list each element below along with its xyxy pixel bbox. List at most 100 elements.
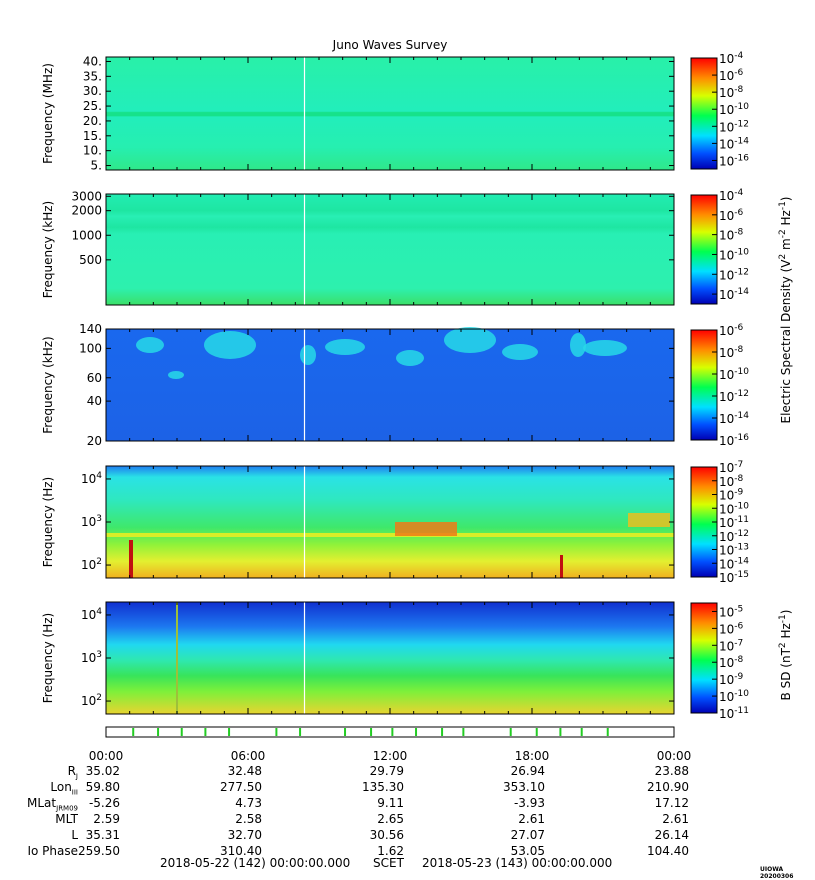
colorbar-tick-label-base: 10 [719, 154, 734, 168]
chart-title: Juno Waves Survey [332, 38, 448, 52]
y-tick-label: 100 [79, 341, 102, 355]
colorbar-tick-label-base: 10 [719, 268, 734, 282]
colorbar-tick-label-base: 10 [719, 707, 734, 721]
ephemeris-label-subscript: JRM09 [56, 804, 78, 813]
colorbar-title-electric-text: Electric Spectral Density (V [779, 259, 793, 424]
ephemeris-label-text: Io Phase [27, 844, 78, 858]
colorbar-tick-label: 10-16 [719, 433, 749, 448]
y-tick-label: 20. [83, 114, 102, 128]
ephemeris-value: 17.12 [654, 796, 689, 810]
ephemeris-value: 35.02 [85, 764, 120, 778]
colorbar-tick-label-base: 10 [719, 622, 734, 636]
emission-blob [204, 331, 256, 359]
colorbar-tick-label-exponent: -7 [734, 460, 743, 470]
colorbar-title-text: ) [779, 196, 793, 201]
ephemeris-label-text: L [71, 828, 78, 842]
ephemeris-row-label: L [0, 828, 78, 842]
colorbar-tick-label-base: 10 [719, 120, 734, 134]
spectrogram-panels: 5.10.15.20.25.30.35.40. Frequency (MHz) 10… [41, 51, 749, 721]
spectrogram-image [106, 602, 674, 714]
colorbar-tick-label-base: 10 [719, 324, 734, 338]
colorbar-tick-label-base: 10 [719, 434, 734, 448]
colorbar-tick-label: 10-15 [719, 570, 749, 585]
ephemeris-label-text: MLT [55, 812, 78, 826]
colorbar-tick-label: 10-10 [719, 102, 749, 117]
colorbar-tick-label-exponent: -16 [734, 153, 749, 163]
colorbar-tick-label: 10-12 [719, 389, 749, 404]
colorbar-tick-label-base: 10 [719, 639, 734, 653]
colorbar-tick-label: 10-9 [719, 488, 744, 503]
y-axis-label: Frequency (Hz) [41, 613, 55, 704]
y-tick-label: 25. [83, 99, 102, 113]
ephemeris-value: 2.59 [93, 812, 120, 826]
colorbar-tick-label-base: 10 [719, 489, 734, 503]
colorbar-tick-label-exponent: -15 [734, 570, 749, 580]
colorbar-tick-label: 10-11 [719, 515, 749, 530]
ephemeris-value: 9.11 [377, 796, 404, 810]
colorbar-tick-label-base: 10 [719, 346, 734, 360]
colorbar-4: 10-710-810-910-1010-1110-1210-1310-1410-… [690, 460, 749, 585]
colorbar-tick-label-exponent: -8 [734, 228, 743, 238]
ephemeris-row-label: MLT [0, 812, 78, 826]
colorbar-title-text: ) [779, 610, 793, 615]
ephemeris-value: 277.50 [220, 780, 262, 794]
ephemeris-label-text: R [67, 764, 76, 778]
y-tick-label: 10. [83, 144, 102, 158]
emission-blob [396, 350, 424, 366]
y-tick-label: 5. [91, 159, 102, 173]
colorbar-tick-label: 10-11 [719, 706, 749, 721]
colorbar-tick-label: 10-10 [719, 367, 749, 382]
y-axis-label: Frequency (Hz) [41, 477, 55, 568]
colorbar-tick-label-base: 10 [719, 557, 734, 571]
colorbar-tick-label-exponent: -8 [734, 345, 743, 355]
emission-band [106, 533, 674, 537]
spectrogram-panel-1: 5.10.15.20.25.30.35.40. Frequency (MHz) 10… [41, 51, 749, 173]
y-tick-label-base: 10 [81, 515, 96, 529]
ephemeris-label-subscript: III [71, 788, 78, 797]
ephemeris-value: 210.90 [647, 780, 689, 794]
ephemeris-value: 30.56 [369, 828, 404, 842]
colorbar-tick-label-exponent: -6 [734, 208, 743, 218]
y-tick-label-base: 10 [81, 472, 96, 486]
ephemeris-value: 2.61 [662, 812, 689, 826]
colorbar-tick-label: 10-14 [719, 136, 749, 151]
ephemeris-value: 27.07 [510, 828, 545, 842]
ephemeris-label-text: Lon [50, 780, 72, 794]
emission-blob [570, 333, 586, 357]
colorbar-tick-label-exponent: -4 [734, 51, 743, 61]
colorbar-tick-label-exponent: -11 [734, 706, 749, 716]
colorbar-tick-label-exponent: -14 [734, 136, 749, 146]
colorbar-tick-label: 10-10 [719, 501, 749, 516]
ephemeris-value: 32.48 [227, 764, 262, 778]
colorbar-tick-label-base: 10 [719, 52, 734, 66]
y-tick-label: 500 [79, 253, 102, 267]
y-tick-label: 60 [87, 371, 102, 385]
x-tick-label: 06:00 [231, 749, 266, 763]
colorbar-tick-label: 10-13 [719, 543, 749, 558]
ephemeris-value: 32.70 [227, 828, 262, 842]
colorbar-tick-label-exponent: -4 [734, 188, 743, 198]
colorbar-tick-label-base: 10 [719, 288, 734, 302]
colorbar-tick-label: 10-8 [719, 85, 744, 100]
ephemeris-value: 26.14 [654, 828, 689, 842]
y-tick-label-exponent: 2 [96, 693, 102, 703]
y-tick-label-exponent: 2 [96, 557, 102, 567]
ephemeris-row-label: Io Phase [0, 844, 78, 858]
ephemeris-row-label: LonIII [0, 780, 78, 796]
colorbar-tick-label-base: 10 [719, 530, 734, 544]
colorbar-tick-label: 10-7 [719, 460, 743, 475]
ephemeris-value: 53.05 [510, 844, 545, 858]
colorbar-tick-label-base: 10 [719, 209, 734, 223]
colorbar-tick-label-exponent: -7 [734, 638, 743, 648]
colorbar-title-superscript: 2 [778, 642, 788, 648]
colorbar [690, 466, 718, 578]
ephemeris-value: 1.62 [377, 844, 404, 858]
emission-blob [444, 327, 496, 353]
ephemeris-value: 310.40 [220, 844, 262, 858]
emission-blob [325, 339, 365, 355]
